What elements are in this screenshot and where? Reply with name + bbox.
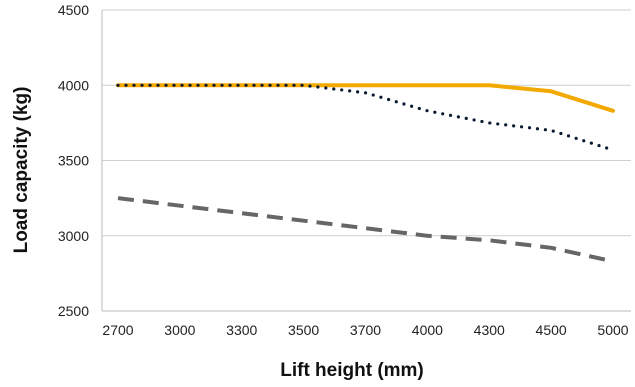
x-tick-label: 2700: [102, 322, 133, 338]
x-tick-label: 3500: [288, 322, 319, 338]
y-tick-label: 3500: [58, 153, 89, 169]
grid-lines: [102, 9, 631, 312]
x-tick-label: 3300: [226, 322, 257, 338]
x-tick-label: 3000: [164, 322, 195, 338]
x-tick-label: 5000: [597, 322, 628, 338]
series-layer: [116, 83, 615, 264]
x-tick-label: 3700: [350, 322, 381, 338]
y-axis-title: Load capacity (kg): [11, 87, 32, 254]
y-tick-label: 2500: [58, 303, 89, 319]
y-tick-label: 3000: [58, 228, 89, 244]
x-tick-labels: 2700 3000 3300 3500 3700 4000 4300 4500 5000: [102, 322, 628, 338]
x-tick-label: 4300: [474, 322, 505, 338]
x-tick-label: 4000: [412, 322, 443, 338]
x-axis-title: Lift height (mm): [280, 360, 424, 381]
x-tick-label: 4500: [536, 322, 567, 338]
y-tick-label: 4500: [58, 2, 89, 18]
y-tick-label: 4000: [58, 77, 89, 93]
series-line-solid: [116, 83, 615, 113]
series-line-dashed: [117, 196, 614, 264]
y-tick-labels: 2500 3000 3500 4000 4500: [58, 2, 89, 319]
series-line-dotted: [116, 83, 615, 152]
